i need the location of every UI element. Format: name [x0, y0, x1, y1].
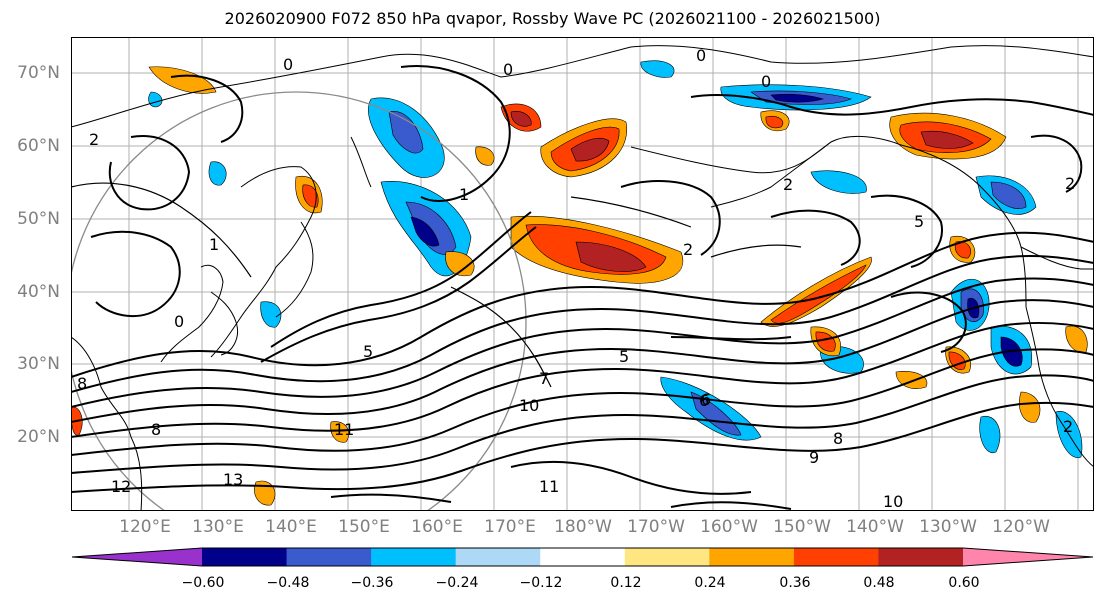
lon-label: 140°W: [846, 517, 904, 537]
colorbar-tick-label: −0.60: [181, 575, 225, 591]
lat-label: 70°N: [17, 63, 60, 83]
colorbar-segment: [878, 548, 964, 566]
contour-label: 6: [699, 391, 709, 410]
contour-label: 0: [174, 312, 184, 331]
contour-label: 13: [223, 470, 243, 489]
lat-label: 40°N: [17, 282, 60, 302]
colorbar-segment: [72, 548, 202, 566]
colorbar-segment: [793, 548, 879, 566]
colorbar-tick-label: −0.24: [435, 575, 479, 591]
lon-label: 160°W: [700, 517, 758, 537]
contour-label: 8: [833, 429, 843, 448]
colorbar-tick-label: 0.36: [779, 575, 811, 591]
contour-label: 2: [683, 240, 693, 259]
lat-label: 20°N: [17, 427, 60, 447]
lon-label: 170°E: [484, 517, 536, 537]
colorbar-segments: [71, 547, 1094, 567]
colorbar-tick-label: 0.12: [610, 575, 642, 591]
contour-label: 12: [111, 477, 131, 496]
lon-label: 150°E: [338, 517, 390, 537]
contour-label: 9: [809, 448, 819, 467]
contour-label: 2: [783, 175, 793, 194]
colorbar-segment: [455, 548, 541, 566]
contour-label: 1: [209, 235, 219, 254]
contour-label: 10: [519, 396, 539, 415]
lat-label: 30°N: [17, 354, 60, 374]
contour-label: 11: [334, 420, 354, 439]
colorbar: [71, 547, 1094, 567]
qvapor-positive-patches: [71, 66, 1088, 506]
contour-label: 5: [363, 342, 373, 361]
map-canvas: 0 0 0 0 0 2 1 1 2 2 5 5 5 7 6 8 8 8 9 10…: [71, 37, 1094, 511]
colorbar-segment: [202, 548, 288, 566]
colorbar-tick-label: 0.24: [694, 575, 726, 591]
contour-label: 0: [696, 46, 706, 65]
colorbar-segment: [540, 548, 626, 566]
contour-label: 8: [77, 374, 87, 393]
contour-label: 6: [701, 390, 711, 409]
contour-label-group: 0 0 0 0 0 2 1 1 2 2 5 5 5 7 6 8 8 8 9 10…: [77, 46, 1075, 511]
lon-label: 140°E: [265, 517, 317, 537]
colorbar-segment: [963, 548, 1093, 566]
lon-label: 120°W: [992, 517, 1050, 537]
lat-label: 60°N: [17, 136, 60, 156]
contour-label: 2: [1065, 174, 1075, 193]
colorbar-tick-label: 0.48: [863, 575, 895, 591]
qvapor-negative-patches: [148, 60, 1083, 459]
lon-label: 130°W: [919, 517, 977, 537]
colorbar-segment: [709, 548, 795, 566]
lon-label: 180°W: [554, 517, 612, 537]
colorbar-segment: [371, 548, 457, 566]
contour-lines-thin: [71, 182, 802, 388]
lon-label: 170°W: [627, 517, 685, 537]
coastlines: [71, 45, 1094, 511]
contour-label: 2: [89, 130, 99, 149]
lon-label: 150°W: [773, 517, 831, 537]
contour-label: 7: [539, 369, 549, 388]
contour-label: 5: [619, 347, 629, 366]
colorbar-tick-label: −0.12: [519, 575, 563, 591]
contour-label: 5: [914, 212, 924, 231]
lat-label: 50°N: [17, 209, 60, 229]
contour-label: 1: [459, 185, 469, 204]
lon-label: 120°E: [119, 517, 171, 537]
contour-label: 0: [761, 72, 771, 91]
contour-label: 2: [1063, 417, 1073, 436]
lon-label: 160°E: [411, 517, 463, 537]
map-panel[interactable]: 0 0 0 0 0 2 1 1 2 2 5 5 5 7 6 8 8 8 9 10…: [71, 37, 1094, 511]
lon-label: 130°E: [192, 517, 244, 537]
colorbar-tick-label: 0.60: [948, 575, 980, 591]
colorbar-segment: [286, 548, 372, 566]
range-circle: [71, 91, 527, 511]
contour-label: 11: [539, 477, 559, 496]
contour-label: 10: [883, 492, 903, 511]
contour-label: 0: [283, 55, 293, 74]
contour-label: 8: [151, 420, 161, 439]
map-title: 2026020900 F072 850 hPa qvapor, Rossby W…: [224, 9, 881, 28]
contour-lines: [71, 65, 1094, 510]
contour-label: 0: [503, 60, 513, 79]
colorbar-tick-label: −0.36: [350, 575, 394, 591]
colorbar-segment: [624, 548, 710, 566]
colorbar-tick-label: −0.48: [266, 575, 310, 591]
colorbar-outline: [71, 547, 1094, 567]
